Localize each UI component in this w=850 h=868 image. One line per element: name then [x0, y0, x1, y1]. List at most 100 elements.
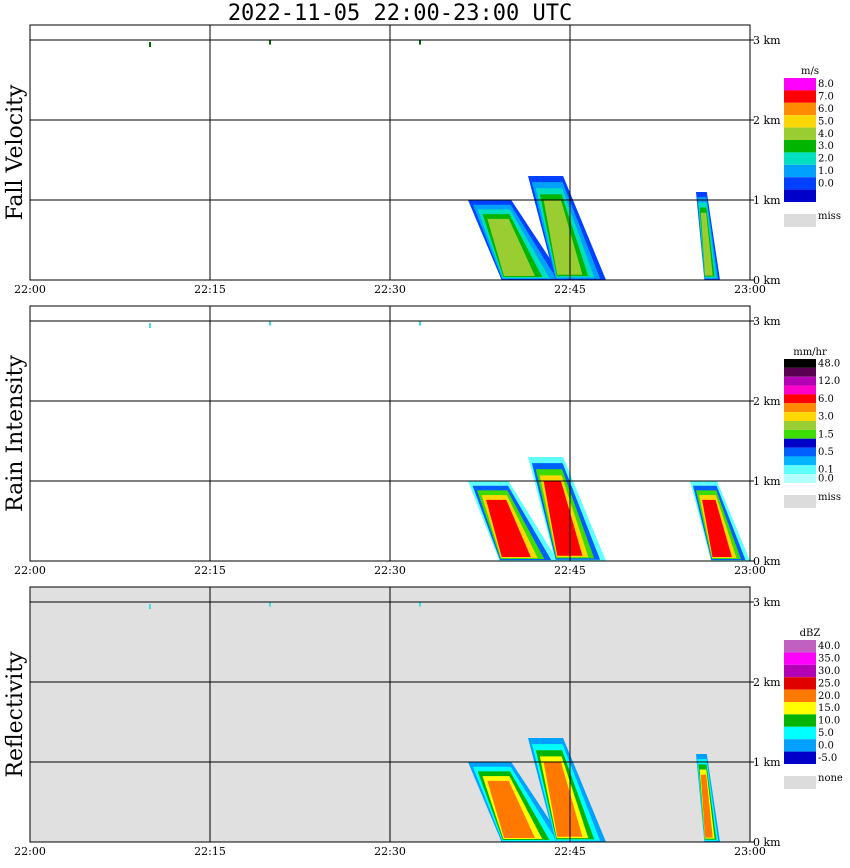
x-tick-label: 23:00 — [734, 283, 766, 296]
echo-layer — [543, 762, 583, 837]
colorbar-miss-label: miss — [818, 492, 841, 503]
colorbar-label: 8.0 — [818, 79, 834, 90]
colorbar-segment — [784, 403, 816, 413]
colorbar-segment — [784, 78, 816, 91]
x-tick-label: 22:30 — [374, 283, 406, 296]
colorbar-segment — [784, 177, 816, 190]
colorbar-label: 6.0 — [818, 104, 834, 115]
speck-mark — [419, 601, 421, 607]
colorbar-miss-label: none — [818, 773, 843, 784]
x-tick-label: 22:00 — [14, 283, 46, 296]
echo-0 — [468, 200, 564, 280]
colorbar-label: -5.0 — [818, 753, 837, 764]
x-tick-label: 22:00 — [14, 564, 46, 577]
echo-layer — [700, 212, 713, 276]
colorbar-segment — [784, 189, 816, 202]
echo-layer — [702, 499, 732, 557]
speck-mark — [149, 604, 151, 609]
echo-1 — [528, 457, 606, 561]
colorbar-segment — [784, 474, 816, 483]
speck-mark — [419, 39, 421, 45]
plot-frame — [29, 586, 751, 843]
colorbar-label: 20.0 — [818, 691, 840, 702]
colorbar-segment — [784, 677, 816, 690]
y-tick-label: 3 km — [753, 596, 781, 609]
colorbar-unit: mm/hr — [793, 347, 827, 358]
colorbar-label: 0.0 — [818, 178, 834, 189]
echo-layer — [543, 481, 583, 556]
colorbar-segment — [784, 739, 816, 752]
colorbar-segment — [784, 394, 816, 404]
colorbar-segment — [784, 359, 816, 368]
colorbar-segment — [784, 447, 816, 457]
colorbar-unit: m/s — [801, 66, 819, 77]
x-tick-label: 22:15 — [194, 845, 226, 858]
colorbar-segment — [784, 726, 816, 740]
x-tick-label: 23:00 — [734, 845, 766, 858]
colorbar-segment — [784, 367, 816, 377]
colorbar-label: 0.0 — [818, 474, 834, 485]
colorbar-miss-swatch — [784, 776, 816, 789]
colorbar-label: 40.0 — [818, 641, 840, 652]
plot-frame — [29, 24, 751, 281]
x-tick-label: 22:45 — [554, 845, 586, 858]
colorbar-label: 25.0 — [818, 678, 840, 689]
colorbar-segment — [784, 152, 816, 165]
colorbar-miss-label: miss — [818, 211, 841, 222]
colorbar-segment — [784, 376, 816, 386]
colorbar-miss-swatch — [784, 495, 816, 508]
colorbar-label: 12.0 — [818, 376, 840, 387]
y-tick-label: 0 km — [753, 555, 781, 568]
echo-2 — [696, 192, 720, 280]
colorbar-label: 6.0 — [818, 394, 834, 405]
x-tick-label: 22:15 — [194, 283, 226, 296]
panel-ylabel: Rain Intensity — [3, 354, 28, 511]
y-tick-label: 1 km — [753, 756, 781, 769]
colorbar-segment — [784, 127, 816, 140]
panel-ylabel: Reflectivity — [3, 651, 28, 778]
colorbar-segment — [784, 702, 816, 715]
echo-0 — [468, 762, 564, 842]
speck-mark — [419, 320, 421, 326]
colorbar-label: 2.0 — [818, 154, 834, 165]
speck-mark — [149, 42, 151, 47]
colorbar-label: 7.0 — [818, 92, 834, 103]
y-tick-label: 0 km — [753, 836, 781, 849]
echo-layer — [700, 774, 713, 838]
colorbar-segment — [784, 102, 816, 116]
colorbar-label: 3.0 — [818, 141, 834, 152]
colorbar-unit: dBZ — [800, 628, 821, 639]
speck-mark — [269, 320, 271, 326]
y-tick-label: 2 km — [753, 676, 781, 689]
colorbar-segment — [784, 421, 816, 430]
echo-2 — [696, 754, 720, 842]
echo-layer — [487, 780, 535, 838]
x-tick-label: 22:30 — [374, 845, 406, 858]
colorbar-label: 0.5 — [818, 447, 834, 458]
echo-0 — [468, 481, 558, 561]
colorbar-label: 30.0 — [818, 666, 840, 677]
colorbar-segment — [784, 90, 816, 103]
x-tick-label: 23:00 — [734, 564, 766, 577]
colorbar-label: 5.0 — [818, 728, 834, 739]
panel-0: 22:00 22:15 22:30 22:45 23:000 km 1 km 2 km 3 k… — [3, 24, 841, 296]
colorbar-segment — [784, 429, 816, 439]
y-tick-label: 1 km — [753, 475, 781, 488]
x-tick-label: 22:30 — [374, 564, 406, 577]
colorbar-segment — [784, 385, 816, 395]
colorbar-label: 0.0 — [818, 740, 834, 751]
y-tick-label: 2 km — [753, 395, 781, 408]
echo-1 — [528, 176, 606, 280]
speck-mark — [149, 323, 151, 328]
colorbar-segment — [784, 640, 816, 653]
colorbar-label: 5.0 — [818, 116, 834, 127]
colorbar-label: 0.1 — [818, 465, 834, 476]
colorbar-segment — [784, 689, 816, 702]
x-tick-label: 22:00 — [14, 845, 46, 858]
colorbar-label: 48.0 — [818, 358, 840, 369]
chart-title: 2022-11-05 22:00-23:00 UTC — [227, 1, 573, 26]
colorbar-label: 15.0 — [818, 703, 840, 714]
colorbar-label: 10.0 — [818, 716, 840, 727]
echo-layer — [486, 499, 531, 557]
